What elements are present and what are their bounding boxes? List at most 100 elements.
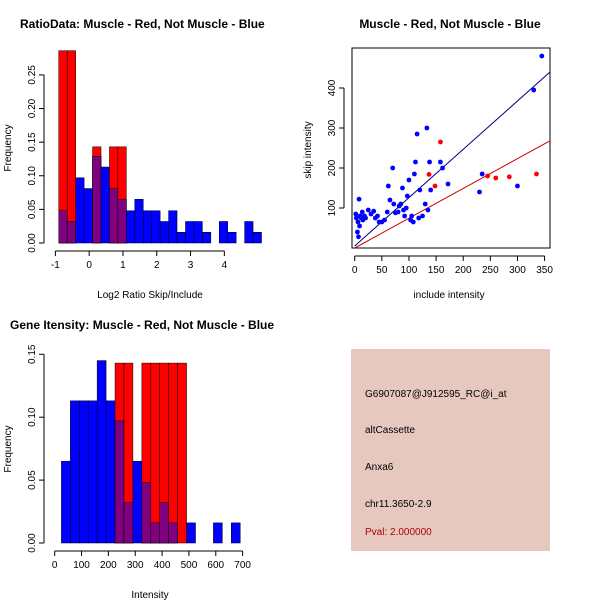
scatter-point-not-muscle <box>400 185 405 191</box>
gene-bar-overlap <box>159 502 169 544</box>
ratio-y-tick-label: 0.05 <box>27 199 38 219</box>
gene-bar-muscle <box>150 362 160 544</box>
scatter-point-not-muscle <box>428 187 434 193</box>
gene-bar-overlap <box>150 522 160 544</box>
scatter-point-not-muscle <box>515 183 520 189</box>
scatter-point-muscle <box>493 175 499 181</box>
ratio-histogram: RatioData: Muscle - Red, Not Muscle - Bl… <box>3 17 265 301</box>
ratio-x-tick-label: 2 <box>154 260 160 271</box>
gene-x-tick-label: 400 <box>154 560 171 571</box>
scatter-x-tick-label: 0 <box>352 265 358 276</box>
ratio-y-tick-label: 0.20 <box>27 98 38 118</box>
ratio-xlabel: Log2 Ratio Skip/Include <box>97 290 203 301</box>
gene-bar-overlap <box>168 522 178 544</box>
probe-id: G6907087@J912595_RC@i_at <box>365 389 507 400</box>
scatter-point-not-muscle <box>411 171 417 177</box>
gene-x-tick-label: 0 <box>52 560 58 571</box>
ratio-bar-not-muscle <box>168 210 178 244</box>
gene-bar-not-muscle <box>132 460 143 544</box>
scatter-point-not-muscle <box>438 159 443 165</box>
ratio-bar-overlap <box>92 156 102 244</box>
gene-bar-muscle <box>177 362 187 544</box>
scatter-point-not-muscle <box>403 205 409 211</box>
scatter-point-not-muscle <box>384 209 390 215</box>
scatter-point-not-muscle <box>422 201 428 207</box>
gene-bar-overlap <box>114 420 125 544</box>
gene-x-tick-label: 200 <box>100 560 117 571</box>
gene-x-tick-label: 300 <box>127 560 144 571</box>
scatter-point-not-muscle <box>416 215 422 221</box>
scatter-point-not-muscle <box>414 131 420 137</box>
gene-bar-overlap <box>123 502 134 544</box>
scatter-point-not-muscle <box>385 183 391 189</box>
ratio-bar-overlap <box>109 188 119 244</box>
ratio-bar-not-muscle <box>252 231 262 244</box>
scatter-x-tick-label: 200 <box>455 265 472 276</box>
scatter-x-tick-label: 250 <box>482 265 499 276</box>
scatter-point-not-muscle <box>404 193 410 199</box>
ratio-bar-not-muscle <box>202 231 212 244</box>
gene-bar-not-muscle <box>231 522 241 544</box>
scatter-point-not-muscle <box>395 209 401 215</box>
scatter-point-not-muscle <box>402 213 408 219</box>
ratio-bar-overlap <box>66 221 76 244</box>
gene-name: Anxa6 <box>365 462 394 473</box>
scatter-frame <box>351 47 551 249</box>
scatter-y-tick-label: 400 <box>327 79 338 96</box>
info-panel: G6907087@J912595_RC@i_at altCassette Anx… <box>351 349 550 551</box>
ratio-bar-not-muscle <box>100 166 110 244</box>
scatter-point-muscle <box>426 172 432 177</box>
scatter-point-not-muscle <box>417 187 423 193</box>
scatter-point-not-muscle <box>365 207 371 213</box>
scatter-point-not-muscle <box>440 165 445 171</box>
scatter-point-not-muscle <box>410 219 416 225</box>
ratio-y-tick-label: 0.00 <box>27 233 38 253</box>
scatter-point-not-muscle <box>427 159 432 165</box>
gene-title: Gene Itensity: Muscle - Red, Not Muscle … <box>10 318 274 332</box>
gene-bar-not-muscle <box>96 360 107 544</box>
event-type: altCassette <box>365 425 416 436</box>
scatter-point-not-muscle <box>353 211 359 217</box>
scatter-point-not-muscle <box>371 208 377 214</box>
scatter-point-not-muscle <box>353 215 359 221</box>
gene-y-tick-label: 0.00 <box>27 533 38 553</box>
scatter-x-tick-label: 150 <box>428 265 445 276</box>
ratio-bar-not-muscle <box>83 188 93 244</box>
scatter-x-tick-label: 100 <box>401 265 418 276</box>
gene-bar-not-muscle <box>61 460 71 544</box>
ratio-bar-not-muscle <box>75 177 85 244</box>
scatter-point-not-muscle <box>445 181 451 187</box>
scatter-point-not-muscle <box>390 165 396 171</box>
ratio-bar-not-muscle <box>193 221 203 244</box>
scatter-point-not-muscle <box>539 53 545 59</box>
scatter-fit-line-not-muscle <box>354 71 551 247</box>
genomic-location: chr11.3650-2.9 <box>365 499 432 510</box>
scatter-point-not-muscle <box>424 125 430 131</box>
gene-xlabel: Intensity <box>131 590 168 600</box>
scatter-point-not-muscle <box>356 196 362 202</box>
gene-bar-overlap <box>141 482 152 544</box>
ratio-bar-muscle <box>66 50 76 244</box>
ratio-y-tick-label: 0.25 <box>27 65 38 85</box>
gene-intensity-histogram: Gene Itensity: Muscle - Red, Not Muscle … <box>3 318 274 600</box>
gene-bar-not-muscle <box>186 522 196 544</box>
scatter-title: Muscle - Red, Not Muscle - Blue <box>359 17 541 31</box>
gene-y-tick-label: 0.15 <box>27 344 38 364</box>
ratio-y-tick-label: 0.10 <box>27 166 38 186</box>
scatter-y-tick-label: 200 <box>327 159 338 176</box>
scatter-point-not-muscle <box>425 207 431 213</box>
scatter-point-not-muscle <box>477 189 482 195</box>
intensity-scatter: Muscle - Red, Not Muscle - Blue include … <box>303 17 553 301</box>
scatter-x-tick-label: 300 <box>509 265 526 276</box>
ratio-bar-not-muscle <box>227 231 237 244</box>
scatter-point-muscle <box>485 173 491 179</box>
ratio-bar-not-muscle <box>244 221 254 244</box>
scatter-fit-line-muscle <box>354 140 551 249</box>
gene-y-tick-label: 0.10 <box>27 407 38 427</box>
scatter-point-not-muscle <box>363 215 368 221</box>
gene-bar-not-muscle <box>87 400 98 544</box>
ratio-x-tick-label: -1 <box>51 260 60 271</box>
scatter-point-not-muscle <box>531 87 537 93</box>
ratio-x-tick-label: 4 <box>222 260 228 271</box>
scatter-point-muscle <box>438 139 443 145</box>
